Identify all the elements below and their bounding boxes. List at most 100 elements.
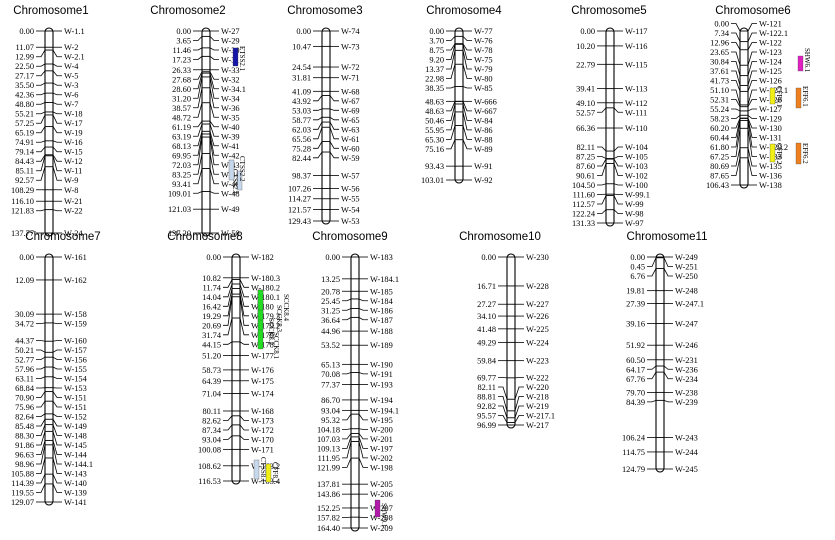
position-leader	[446, 43, 456, 51]
qtl-label: EFF6.1	[801, 86, 809, 107]
position-leader	[36, 473, 46, 484]
position-leader	[342, 441, 352, 459]
position-leader	[313, 116, 323, 121]
marker-position: 8.75	[429, 46, 444, 55]
position-leader	[223, 317, 233, 336]
marker-position: 93.41	[172, 180, 191, 189]
marker-leader	[209, 73, 219, 90]
position-leader	[193, 87, 203, 109]
marker-leader	[239, 424, 249, 431]
marker-name: W-84	[474, 116, 493, 125]
marker-name: W-191	[370, 370, 393, 379]
marker-name: W-245	[675, 465, 698, 474]
chromosome-bar	[655, 253, 665, 473]
position-leader	[597, 163, 607, 176]
marker-name: W-11	[64, 167, 82, 176]
marker-position: 100.08	[198, 445, 221, 454]
position-leader	[193, 71, 203, 80]
marker-name: W-56	[341, 184, 360, 193]
marker-name: W-179.3	[251, 312, 280, 321]
marker-name: W-78	[474, 46, 493, 55]
marker-position: 41.73	[710, 77, 729, 86]
position-leader	[193, 131, 203, 147]
marker-name: W-123	[759, 48, 782, 57]
marker-leader	[663, 257, 673, 267]
qtl-bar	[236, 170, 243, 191]
marker-position: 68.13	[172, 142, 191, 151]
chromosome-title: Chromosome1	[13, 5, 88, 17]
marker-position: 0.00	[176, 27, 191, 36]
position-leader	[36, 166, 46, 181]
marker-position: 64.39	[202, 377, 221, 386]
marker-name: W-53	[341, 217, 360, 226]
marker-position: 65.19	[15, 129, 34, 138]
marker-position: 19.29	[202, 312, 221, 321]
marker-name: W-141	[64, 498, 87, 507]
marker-position: 92.82	[477, 402, 496, 411]
position-leader	[313, 127, 323, 140]
marker-name: W-55	[341, 195, 360, 204]
marker-leader	[358, 428, 368, 430]
marker-name: W-205	[370, 480, 393, 489]
marker-name: W-217	[526, 421, 549, 430]
position-leader	[731, 42, 741, 50]
position-leader	[223, 288, 233, 307]
marker-name: W-202	[370, 454, 393, 463]
marker-name: W-65	[341, 116, 360, 125]
position-leader	[36, 63, 46, 67]
marker-name: W-148	[64, 432, 87, 441]
marker-name: W-236	[675, 365, 698, 374]
marker-position: 104.50	[572, 181, 595, 190]
marker-position: 0.00	[19, 27, 34, 36]
marker-name: W-102	[625, 172, 648, 181]
marker-position: 12.99	[15, 53, 34, 62]
marker-position: 30.09	[15, 310, 34, 319]
marker-position: 157.82	[317, 513, 340, 522]
chromosome-title: Chromosome2	[150, 5, 225, 17]
marker-position: 0.00	[325, 253, 340, 262]
marker-position: 114.39	[11, 479, 34, 488]
marker-leader	[747, 120, 757, 148]
marker-position: 98.96	[15, 460, 34, 469]
marker-position: 27.39	[626, 300, 645, 309]
marker-position: 98.37	[292, 171, 311, 180]
marker-leader	[52, 82, 62, 86]
marker-name: W-171	[251, 445, 274, 454]
marker-name: W-41	[221, 142, 240, 151]
marker-position: 31.81	[292, 74, 311, 83]
qtl-label: SHW9.1	[380, 503, 388, 528]
position-leader	[193, 36, 203, 41]
marker-position: 0.45	[630, 263, 645, 272]
marker-leader	[209, 76, 219, 99]
marker-leader	[747, 118, 757, 138]
marker-position: 95.57	[477, 412, 496, 421]
position-leader	[342, 428, 352, 430]
marker-name: W-208	[370, 513, 393, 522]
marker-position: 0.00	[19, 253, 34, 262]
marker-name: W-155	[64, 365, 87, 374]
marker-position: 19.81	[626, 287, 645, 296]
marker-position: 41.09	[292, 87, 311, 96]
marker-leader	[358, 436, 368, 449]
marker-position: 121.83	[11, 207, 34, 216]
marker-leader	[462, 64, 472, 79]
marker-name: W-200	[370, 425, 393, 434]
chromosome-8: Chromosome8 0.00 W-182 10.82 W-180.3 11.74 W-1…	[167, 231, 290, 486]
position-leader	[647, 257, 657, 267]
position-leader	[223, 415, 233, 421]
marker-leader	[209, 123, 219, 137]
marker-position: 10.47	[292, 42, 311, 51]
position-leader	[446, 50, 456, 70]
marker-name: W-2	[64, 43, 78, 52]
position-leader	[36, 155, 46, 172]
position-leader	[313, 108, 323, 111]
marker-position: 53.03	[292, 106, 311, 115]
position-leader	[193, 168, 203, 185]
marker-position: 39.41	[576, 85, 595, 94]
marker-leader	[613, 209, 623, 214]
marker-name: W-100	[625, 181, 648, 190]
marker-name: W-250	[675, 272, 698, 281]
chromosome-2: Chromosome2 0.00 W-27 3.65 W-29 11.46 W-30 17.2…	[150, 5, 246, 238]
marker-position: 0.00	[296, 27, 311, 36]
marker-name: W-127	[759, 105, 782, 114]
